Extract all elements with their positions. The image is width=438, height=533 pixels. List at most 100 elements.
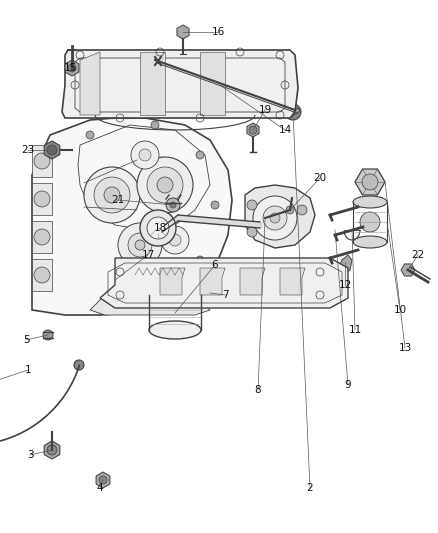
Circle shape bbox=[157, 177, 173, 193]
Text: 6: 6 bbox=[212, 260, 218, 270]
Circle shape bbox=[169, 234, 181, 246]
Text: 16: 16 bbox=[212, 27, 225, 37]
Circle shape bbox=[86, 131, 94, 139]
Circle shape bbox=[247, 200, 257, 210]
Text: 13: 13 bbox=[399, 343, 412, 353]
Polygon shape bbox=[245, 185, 315, 248]
Polygon shape bbox=[90, 295, 210, 315]
Text: 14: 14 bbox=[279, 125, 292, 135]
Text: 17: 17 bbox=[141, 250, 155, 260]
Text: 7: 7 bbox=[222, 290, 228, 300]
Polygon shape bbox=[247, 123, 259, 137]
Circle shape bbox=[99, 476, 107, 484]
Polygon shape bbox=[240, 268, 265, 295]
Circle shape bbox=[34, 229, 50, 245]
Circle shape bbox=[297, 205, 307, 215]
Circle shape bbox=[74, 360, 84, 370]
Polygon shape bbox=[32, 145, 52, 177]
Circle shape bbox=[34, 153, 50, 169]
Polygon shape bbox=[200, 268, 225, 295]
Text: 8: 8 bbox=[254, 385, 261, 395]
Polygon shape bbox=[96, 472, 110, 488]
Text: 23: 23 bbox=[21, 145, 35, 155]
Circle shape bbox=[166, 198, 180, 212]
Circle shape bbox=[131, 141, 159, 169]
Polygon shape bbox=[44, 441, 60, 459]
Circle shape bbox=[211, 201, 219, 209]
Text: 3: 3 bbox=[27, 450, 33, 460]
Text: 18: 18 bbox=[153, 223, 166, 233]
Text: 12: 12 bbox=[339, 280, 352, 290]
Circle shape bbox=[249, 126, 257, 134]
Text: 10: 10 bbox=[393, 305, 406, 315]
Text: 1: 1 bbox=[25, 365, 31, 375]
Circle shape bbox=[360, 212, 380, 232]
Circle shape bbox=[286, 206, 294, 214]
Text: 22: 22 bbox=[411, 250, 424, 260]
Ellipse shape bbox=[149, 321, 201, 339]
Circle shape bbox=[84, 167, 140, 223]
Circle shape bbox=[147, 217, 169, 239]
Circle shape bbox=[161, 226, 189, 254]
Polygon shape bbox=[32, 183, 52, 215]
Circle shape bbox=[135, 240, 145, 250]
Polygon shape bbox=[100, 258, 348, 308]
Circle shape bbox=[104, 187, 120, 203]
Circle shape bbox=[34, 267, 50, 283]
Polygon shape bbox=[160, 268, 185, 295]
Circle shape bbox=[263, 206, 287, 230]
Circle shape bbox=[270, 213, 280, 223]
Circle shape bbox=[147, 167, 183, 203]
Polygon shape bbox=[280, 268, 305, 295]
Polygon shape bbox=[80, 52, 100, 115]
Circle shape bbox=[126, 304, 134, 312]
Ellipse shape bbox=[353, 236, 387, 248]
Circle shape bbox=[151, 121, 159, 129]
Circle shape bbox=[94, 177, 130, 213]
Text: 19: 19 bbox=[258, 105, 272, 115]
Ellipse shape bbox=[286, 108, 300, 116]
Circle shape bbox=[139, 149, 151, 161]
Circle shape bbox=[205, 288, 215, 298]
Polygon shape bbox=[140, 52, 165, 115]
Circle shape bbox=[118, 223, 162, 267]
Circle shape bbox=[196, 151, 204, 159]
Ellipse shape bbox=[149, 286, 201, 304]
Circle shape bbox=[285, 104, 301, 120]
Polygon shape bbox=[32, 221, 52, 253]
Text: 9: 9 bbox=[345, 380, 351, 390]
Ellipse shape bbox=[353, 196, 387, 208]
Circle shape bbox=[362, 174, 378, 190]
Text: 20: 20 bbox=[314, 173, 327, 183]
Polygon shape bbox=[338, 255, 352, 275]
Text: 15: 15 bbox=[64, 63, 77, 73]
Polygon shape bbox=[32, 118, 232, 315]
Circle shape bbox=[253, 196, 297, 240]
Polygon shape bbox=[44, 141, 60, 159]
Circle shape bbox=[247, 227, 257, 237]
Polygon shape bbox=[200, 285, 220, 302]
Circle shape bbox=[196, 256, 204, 264]
Text: 2: 2 bbox=[307, 483, 313, 493]
Text: 11: 11 bbox=[348, 325, 362, 335]
Circle shape bbox=[128, 233, 152, 257]
Polygon shape bbox=[401, 264, 415, 276]
Polygon shape bbox=[32, 259, 52, 291]
Circle shape bbox=[170, 202, 176, 208]
Text: 5: 5 bbox=[23, 335, 29, 345]
Polygon shape bbox=[200, 52, 225, 115]
Polygon shape bbox=[177, 25, 189, 39]
Circle shape bbox=[43, 330, 53, 340]
Circle shape bbox=[47, 145, 57, 155]
Text: 4: 4 bbox=[97, 483, 103, 493]
Polygon shape bbox=[65, 60, 79, 76]
Polygon shape bbox=[62, 50, 298, 118]
Circle shape bbox=[137, 157, 193, 213]
Circle shape bbox=[171, 296, 179, 304]
Polygon shape bbox=[355, 169, 385, 195]
Circle shape bbox=[140, 210, 176, 246]
Circle shape bbox=[68, 64, 76, 72]
Text: 21: 21 bbox=[111, 195, 125, 205]
Circle shape bbox=[47, 445, 57, 455]
Circle shape bbox=[34, 191, 50, 207]
